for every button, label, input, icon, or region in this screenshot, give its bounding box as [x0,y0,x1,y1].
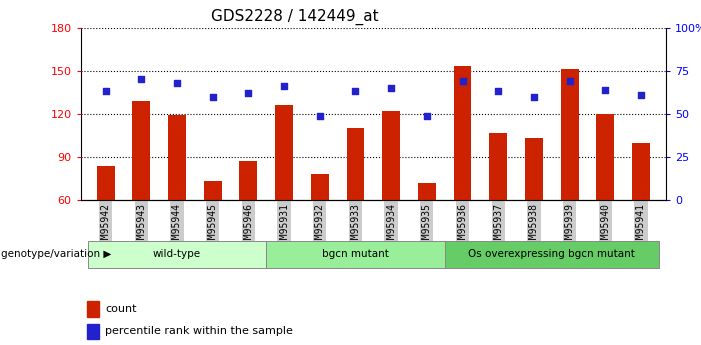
Text: count: count [105,304,137,314]
Bar [561,69,578,286]
Point [278,83,290,89]
Bar [86,324,100,339]
Point [599,87,611,92]
Point [207,94,218,99]
Bar [275,105,293,286]
Bar [86,301,100,317]
Point [314,113,325,118]
FancyBboxPatch shape [266,241,444,268]
Point [100,89,111,94]
Point [386,85,397,91]
Bar [97,166,114,286]
Text: genotype/variation ▶: genotype/variation ▶ [1,249,111,259]
Point [421,113,433,118]
Point [171,80,182,86]
Bar [346,128,365,286]
Bar [382,111,400,286]
Text: wild-type: wild-type [153,249,201,259]
Text: GDS2228 / 142449_at: GDS2228 / 142449_at [210,9,379,25]
Bar [311,174,329,286]
Bar [525,138,543,286]
Point [136,77,147,82]
Bar [132,101,150,286]
Bar [418,183,436,286]
FancyBboxPatch shape [444,241,659,268]
Bar [454,66,472,286]
Point [635,92,646,98]
Bar [632,142,650,286]
Bar [597,114,614,286]
Point [564,78,576,84]
Point [243,90,254,96]
Point [457,78,468,84]
Point [493,89,504,94]
Point [529,94,540,99]
FancyBboxPatch shape [88,241,266,268]
Text: Os overexpressing bgcn mutant: Os overexpressing bgcn mutant [468,249,635,259]
Bar [489,132,507,286]
Text: bgcn mutant: bgcn mutant [322,249,389,259]
Point [350,89,361,94]
Bar [204,181,222,286]
Text: percentile rank within the sample: percentile rank within the sample [105,326,293,336]
Bar [240,161,257,286]
Bar [168,115,186,286]
